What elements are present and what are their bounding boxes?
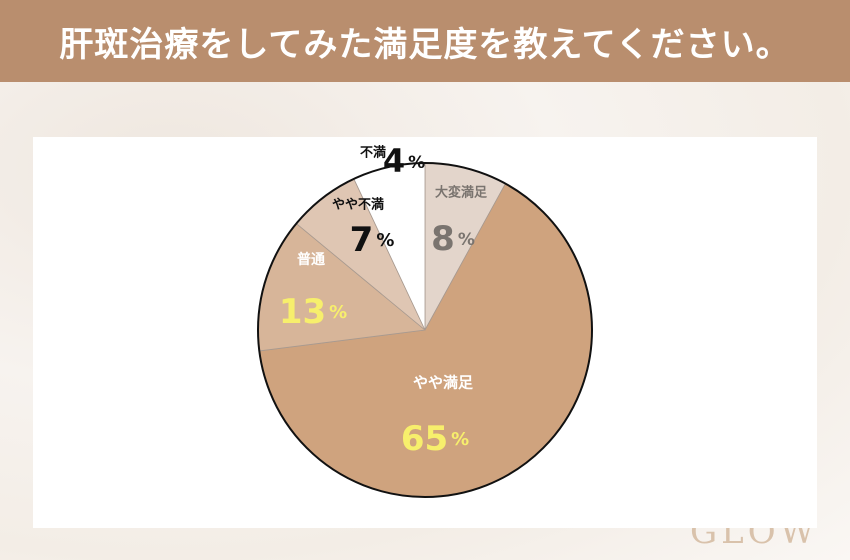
header-bar: 肝斑治療をしてみた満足度を教えてください。 bbox=[0, 0, 850, 82]
slice-value-label: 4% bbox=[383, 142, 425, 180]
slice-label: 不満 bbox=[360, 145, 386, 161]
slice-value-label: 65% bbox=[401, 419, 469, 459]
slice-label: 普通 bbox=[297, 251, 325, 268]
slice-value-label: 13% bbox=[279, 292, 347, 332]
slice-label: やや満足 bbox=[413, 374, 474, 392]
pie-outline bbox=[257, 162, 593, 498]
slice-value-label: 7% bbox=[350, 220, 395, 260]
slice-label: 大変満足 bbox=[435, 185, 488, 201]
page-title: 肝斑治療をしてみた満足度を教えてください。 bbox=[59, 24, 791, 65]
slice-value-label: 8% bbox=[431, 219, 475, 259]
slice-label: やや不満 bbox=[332, 197, 384, 213]
